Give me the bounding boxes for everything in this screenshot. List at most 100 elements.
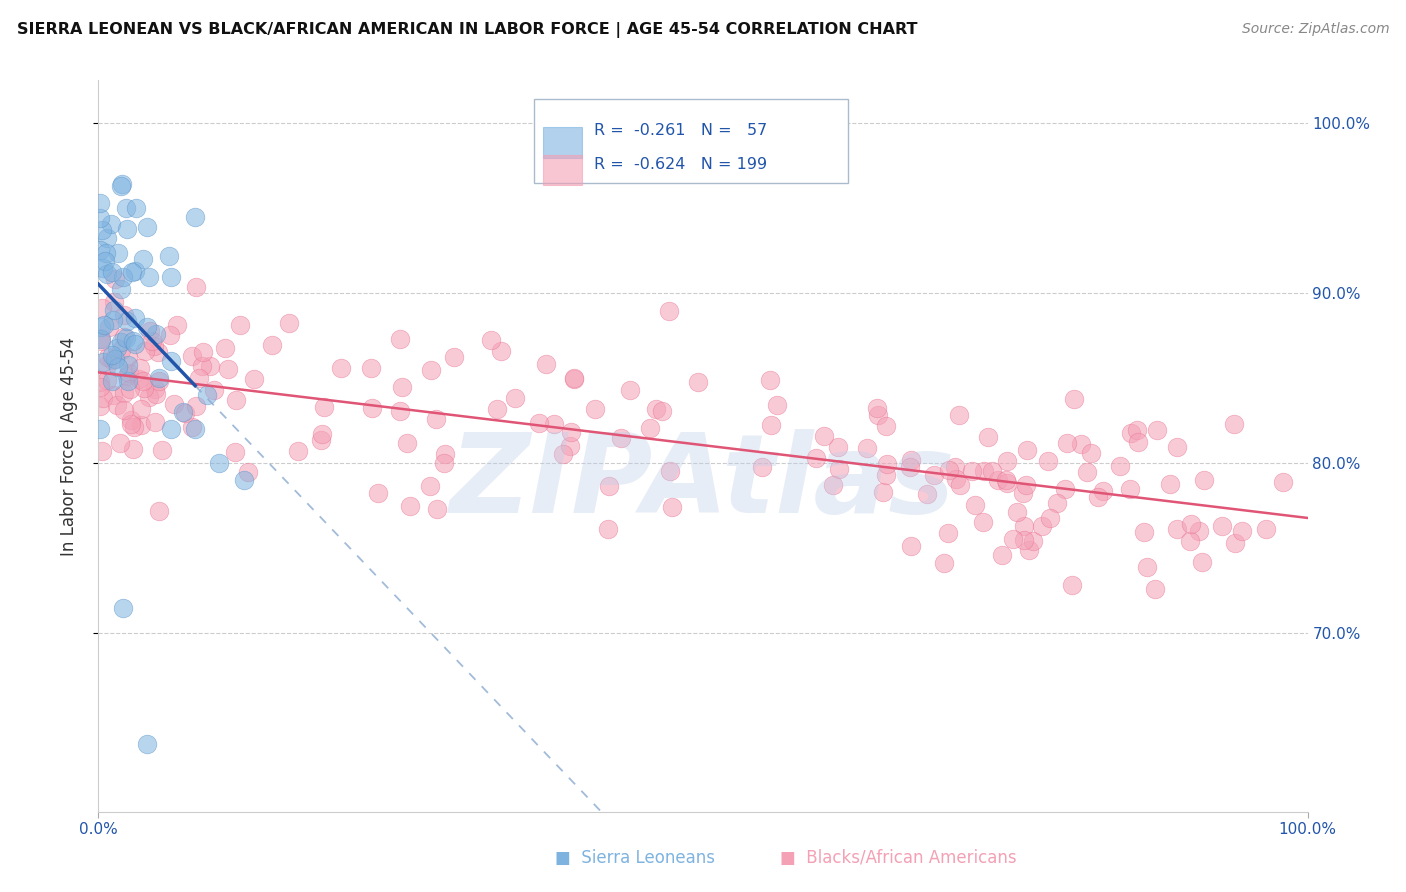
- Point: [855, 441, 877, 455]
- Point: [101, 265, 124, 279]
- Point: [115, 331, 138, 345]
- Point: [915, 487, 938, 501]
- Point: [186, 280, 208, 294]
- Point: [981, 464, 1004, 478]
- Point: [141, 334, 163, 349]
- Point: [661, 500, 683, 514]
- Point: [100, 217, 122, 231]
- Point: [89, 399, 111, 413]
- Point: [1012, 533, 1035, 547]
- Point: [1223, 417, 1246, 431]
- Point: [900, 539, 922, 553]
- Point: [1060, 578, 1083, 592]
- Point: [489, 343, 512, 358]
- Point: [1063, 392, 1085, 407]
- Point: [938, 463, 960, 477]
- Point: [172, 405, 194, 419]
- Point: [225, 392, 247, 407]
- Point: [1018, 542, 1040, 557]
- Point: [198, 359, 221, 374]
- Point: [184, 422, 207, 436]
- Point: [89, 195, 111, 210]
- Point: [433, 447, 456, 461]
- Point: [1144, 582, 1167, 596]
- Y-axis label: In Labor Force | Age 45-54: In Labor Force | Age 45-54: [59, 336, 77, 556]
- Point: [396, 435, 419, 450]
- Point: [1002, 532, 1025, 546]
- Point: [759, 417, 782, 432]
- Point: [425, 412, 447, 426]
- Point: [129, 418, 152, 433]
- Text: ZIPAtlas: ZIPAtlas: [450, 429, 956, 536]
- Point: [562, 370, 585, 384]
- Point: [160, 269, 183, 284]
- Point: [1053, 482, 1076, 496]
- Point: [103, 388, 125, 402]
- Point: [309, 433, 332, 447]
- Point: [278, 317, 301, 331]
- Point: [214, 341, 236, 355]
- Point: [117, 374, 139, 388]
- Point: [184, 399, 207, 413]
- Point: [1119, 425, 1142, 440]
- Point: [598, 479, 620, 493]
- Point: [115, 222, 138, 236]
- Point: [89, 243, 111, 257]
- Point: [229, 318, 252, 332]
- Point: [598, 522, 620, 536]
- Point: [107, 246, 129, 260]
- Point: [1192, 473, 1215, 487]
- Point: [543, 417, 565, 431]
- Point: [143, 382, 166, 396]
- Point: [479, 333, 502, 347]
- Point: [89, 380, 111, 394]
- Point: [101, 348, 124, 362]
- Point: [188, 370, 211, 384]
- Point: [1166, 440, 1188, 454]
- Point: [107, 359, 129, 374]
- Point: [827, 440, 849, 454]
- Point: [945, 472, 967, 486]
- Point: [105, 341, 128, 355]
- Point: [138, 390, 160, 404]
- Point: [932, 556, 955, 570]
- Point: [1188, 524, 1211, 538]
- Point: [242, 372, 264, 386]
- Point: [823, 477, 845, 491]
- Point: [419, 363, 441, 377]
- Point: [751, 459, 773, 474]
- Point: [1015, 478, 1038, 492]
- Point: [972, 515, 994, 529]
- Point: [138, 270, 160, 285]
- Point: [217, 361, 239, 376]
- Point: [875, 468, 897, 483]
- Point: [977, 429, 1000, 443]
- Text: Source: ZipAtlas.com: Source: ZipAtlas.com: [1241, 22, 1389, 37]
- Point: [115, 369, 138, 384]
- Point: [111, 269, 134, 284]
- Point: [232, 473, 254, 487]
- Point: [1166, 522, 1188, 536]
- Point: [90, 320, 112, 334]
- Point: [110, 178, 132, 193]
- Point: [922, 468, 945, 483]
- Point: [110, 343, 132, 357]
- Point: [122, 420, 145, 434]
- Point: [124, 201, 146, 215]
- Point: [1005, 505, 1028, 519]
- Point: [1046, 496, 1069, 510]
- Point: [89, 211, 111, 225]
- Point: [96, 373, 118, 387]
- Point: [191, 359, 214, 373]
- Point: [110, 334, 132, 349]
- Point: [120, 417, 142, 431]
- Point: [1070, 437, 1092, 451]
- Point: [96, 359, 118, 373]
- Point: [224, 445, 246, 459]
- Text: ■  Blacks/African Americans: ■ Blacks/African Americans: [780, 849, 1017, 867]
- Point: [145, 327, 167, 342]
- Point: [112, 330, 135, 344]
- Point: [610, 431, 633, 445]
- Point: [965, 498, 987, 512]
- Point: [91, 355, 114, 369]
